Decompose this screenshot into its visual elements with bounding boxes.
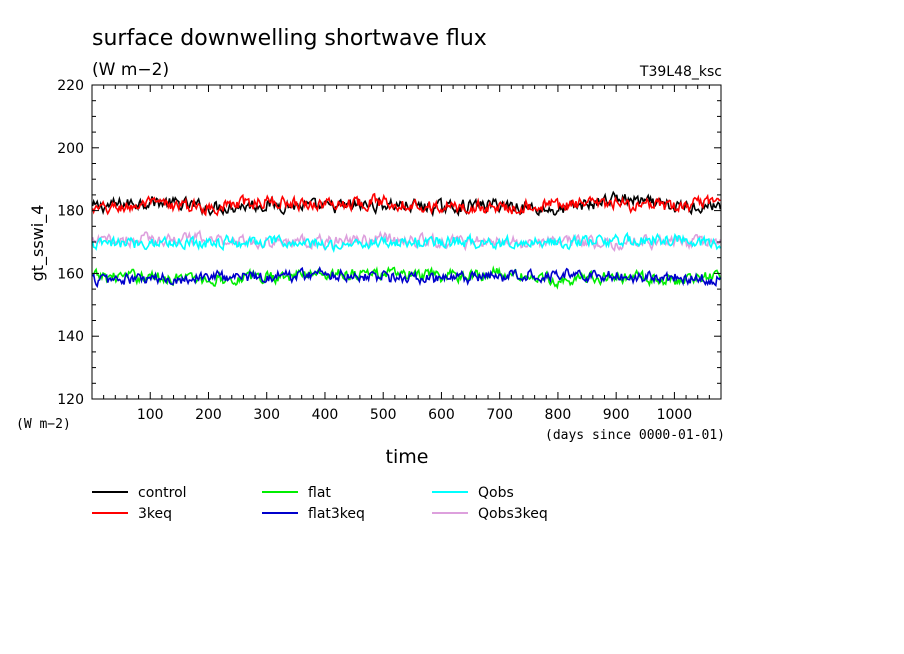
- y-tick-label: 120: [57, 392, 84, 408]
- legend-label-flat: flat: [308, 485, 331, 501]
- x-tick-label: 500: [370, 407, 397, 423]
- y-tick-label: 220: [57, 78, 84, 94]
- chart-subtitle: (W m−2): [92, 60, 169, 80]
- x-tick-label: 400: [312, 407, 339, 423]
- y-axis-unit: (W m−2): [16, 417, 71, 432]
- y-axis-label: gt_sswi_4: [28, 205, 48, 282]
- x-tick-label: 100: [137, 407, 164, 423]
- y-tick-label: 180: [57, 204, 84, 220]
- legend-label-3keq: 3keq: [138, 506, 172, 522]
- x-axis-label: time: [386, 446, 429, 468]
- y-tick-label: 200: [57, 141, 84, 157]
- y-tick-label: 140: [57, 329, 84, 345]
- series-line-3keq: [91, 192, 721, 217]
- x-tick-label: 300: [253, 407, 280, 423]
- series-layer: [91, 190, 722, 290]
- x-tick-label: 1000: [657, 407, 693, 423]
- x-tick-label: 200: [195, 407, 222, 423]
- series-line-flat3keq: [91, 265, 722, 289]
- run-label: T39L48_ksc: [639, 64, 722, 80]
- x-tick-label: 700: [486, 407, 513, 423]
- tick-layer: 100 200 300 400 500 600 700 800 900 1000 120 140 160…: [57, 78, 721, 423]
- y-tick-label: 160: [57, 266, 84, 282]
- x-tick-label: 800: [545, 407, 572, 423]
- legend-label-qobs: Qobs: [478, 485, 514, 501]
- x-tick-label: 900: [603, 407, 630, 423]
- x-axis-unit: (days since 0000-01-01): [545, 428, 725, 443]
- legend-label-control: control: [138, 485, 187, 501]
- series-line-qobs: [91, 231, 722, 253]
- chart-title: surface downwelling shortwave flux: [92, 26, 487, 51]
- legend-label-qobs3keq: Qobs3keq: [478, 506, 548, 522]
- plot-area: 100 200 300 400 500 600 700 800 900 1000 120 140 160…: [57, 78, 722, 423]
- legend: control 3keq flat flat3keq Qobs Qobs3keq: [92, 485, 548, 522]
- x-tick-label: 600: [428, 407, 455, 423]
- legend-label-flat3keq: flat3keq: [308, 506, 365, 522]
